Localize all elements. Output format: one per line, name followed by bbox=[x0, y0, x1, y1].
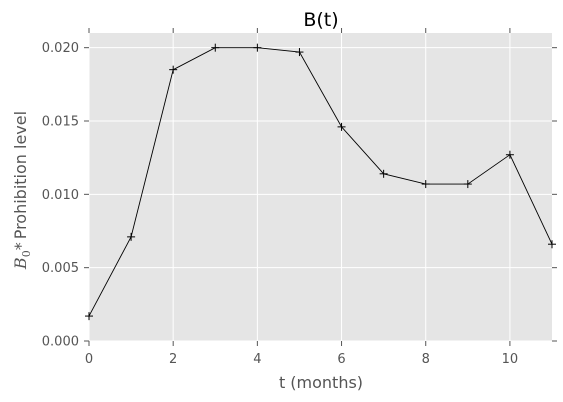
chart-title: B(t) bbox=[303, 9, 338, 31]
x-tick-label: 6 bbox=[337, 352, 345, 367]
data-point-marker bbox=[127, 232, 136, 241]
y-tick-labels: 0.000 0.005 0.010 0.015 0.020 bbox=[42, 41, 79, 349]
data-point-marker bbox=[337, 122, 346, 131]
data-point-marker bbox=[295, 48, 304, 57]
data-point-marker bbox=[211, 43, 220, 52]
y-tick-label: 0.005 bbox=[42, 261, 79, 276]
data-point-marker bbox=[253, 43, 262, 52]
x-tick-label: 4 bbox=[253, 352, 261, 367]
data-point-marker bbox=[421, 180, 430, 189]
y-tick-label: 0.000 bbox=[42, 335, 79, 350]
y-axis-label: B0* Prohibition level bbox=[11, 111, 33, 270]
x-axis-label: t (months) bbox=[279, 373, 363, 392]
x-tick-labels: 0 2 4 6 8 10 bbox=[85, 352, 518, 367]
y-tick-label: 0.020 bbox=[42, 41, 79, 56]
y-axis-label-operator: * bbox=[11, 242, 30, 250]
y-tick-label: 0.010 bbox=[42, 188, 79, 203]
y-axis-label-subscript: 0 bbox=[20, 250, 33, 257]
data-point-marker bbox=[379, 169, 388, 178]
plot-background bbox=[89, 33, 552, 341]
data-point-marker bbox=[463, 180, 472, 189]
x-tick-label: 2 bbox=[169, 352, 177, 367]
data-point-marker bbox=[169, 65, 178, 74]
series-line bbox=[88, 47, 553, 317]
x-tick-label: 8 bbox=[422, 352, 430, 367]
y-axis-label-text: Prohibition level bbox=[11, 111, 30, 239]
x-tick-label: 0 bbox=[85, 352, 93, 367]
data-point-marker bbox=[548, 240, 556, 249]
data-point-marker bbox=[505, 150, 514, 159]
axis-ticks bbox=[84, 28, 557, 346]
y-axis-label-symbol: B bbox=[11, 257, 30, 270]
data-series bbox=[85, 43, 556, 321]
data-point-marker bbox=[85, 312, 93, 321]
x-tick-label: 10 bbox=[502, 352, 519, 367]
y-tick-label: 0.015 bbox=[42, 115, 79, 130]
